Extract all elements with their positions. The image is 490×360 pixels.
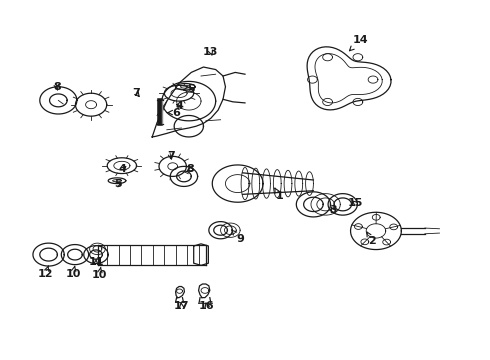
Text: 8: 8: [53, 82, 61, 93]
Text: 10: 10: [65, 266, 81, 279]
Text: 14: 14: [349, 35, 368, 51]
Text: 8: 8: [186, 164, 194, 174]
Text: 15: 15: [348, 198, 363, 208]
Text: 1: 1: [275, 188, 283, 201]
Text: 4: 4: [175, 102, 183, 112]
Text: 13: 13: [203, 46, 219, 57]
Text: 10: 10: [92, 267, 107, 280]
Text: 5: 5: [114, 179, 122, 189]
Text: 5: 5: [184, 84, 195, 94]
Text: 11: 11: [88, 257, 104, 267]
Text: 3: 3: [329, 206, 337, 216]
Text: 6: 6: [167, 108, 180, 118]
Text: 7: 7: [133, 88, 141, 98]
Text: 2: 2: [367, 232, 376, 246]
Text: 7: 7: [167, 150, 174, 161]
Text: 4: 4: [119, 164, 127, 174]
Text: 9: 9: [231, 230, 244, 244]
Text: 17: 17: [174, 301, 189, 311]
Text: 16: 16: [199, 301, 215, 311]
Text: 12: 12: [38, 266, 53, 279]
